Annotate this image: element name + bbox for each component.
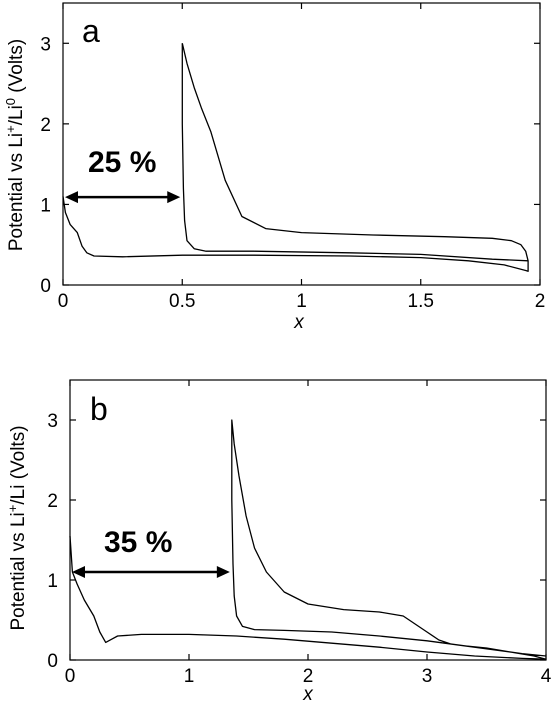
panel-b-y-label-sup1: + bbox=[5, 505, 20, 513]
panel-b-y-label-mid: /Li (Volts) bbox=[8, 425, 29, 504]
panel-b-letter: b bbox=[90, 391, 108, 427]
panel-a-percent-label: 25 % bbox=[88, 146, 156, 179]
panel-a-y-tick-label-2: 2 bbox=[40, 115, 51, 136]
panel-a-x-tick-label-3: 1.5 bbox=[408, 291, 434, 312]
panel-a-curve-1 bbox=[181, 43, 529, 262]
panel-a-y-label-mid: /Li bbox=[6, 105, 27, 125]
panel-a-y-label-suffix: (Volts) bbox=[6, 39, 27, 98]
panel-b-ticks bbox=[69, 380, 547, 661]
panel-b-y-tick-label-1: 1 bbox=[47, 571, 58, 592]
panel-a-x-tick-labels: 0 0.5 1 1.5 2 bbox=[58, 291, 546, 312]
panel-a-x-tick-label-2: 1 bbox=[296, 291, 307, 312]
panel-a-curves bbox=[62, 43, 529, 272]
panel-b-x-axis-label: x bbox=[302, 684, 314, 702]
panel-b-x-tick-labels: 0 1 2 3 4 bbox=[65, 666, 552, 687]
panel-a-y-label-sup2: 0 bbox=[3, 98, 18, 105]
panel-a-y-axis-label: Potential vs Li+/Li0 (Volts) bbox=[3, 39, 28, 251]
panel-a-y-label-sup1: + bbox=[3, 125, 18, 133]
panel-b-y-label-prefix: Potential vs Li bbox=[8, 512, 29, 630]
panel-a: a 0 0.5 1 1.5 2 0 1 2 3 25 % x Potential vs Li+… bbox=[3, 2, 546, 333]
panel-a-x-tick-label-4: 2 bbox=[535, 291, 546, 312]
panel-b-y-axis-label: Potential vs Li+/Li (Volts) bbox=[5, 425, 30, 630]
panel-b-x-tick-label-0: 0 bbox=[65, 666, 76, 687]
panel-b-annotation: 35 % bbox=[72, 526, 230, 578]
panel-b-x-tick-label-2: 2 bbox=[303, 666, 314, 687]
panel-b-y-tick-label-0: 0 bbox=[47, 651, 58, 672]
panel-a-annotation: 25 % bbox=[65, 146, 181, 204]
panel-a-frame bbox=[62, 2, 541, 286]
panel-b: b 0 1 2 3 4 0 1 2 3 35 % x Potential vs Li+/Li … bbox=[5, 379, 552, 702]
panel-b-percent-label: 35 % bbox=[104, 526, 172, 559]
panel-a-curve-0 bbox=[62, 43, 529, 272]
panel-a-x-axis-label: x bbox=[293, 312, 305, 333]
panel-b-x-tick-label-4: 4 bbox=[541, 666, 552, 687]
panel-a-letter: a bbox=[82, 13, 100, 49]
panel-b-curves bbox=[69, 419, 547, 660]
panel-a-arrow-head-right bbox=[167, 191, 181, 204]
panel-a-y-label-prefix: Potential vs Li bbox=[6, 133, 27, 251]
panel-a-y-tick-label-3: 3 bbox=[40, 34, 51, 55]
panel-b-arrow-head-right bbox=[216, 566, 230, 578]
panel-a-y-tick-label-1: 1 bbox=[40, 195, 51, 216]
panel-b-y-tick-label-2: 2 bbox=[47, 491, 58, 512]
panel-a-x-tick-label-0: 0 bbox=[58, 291, 69, 312]
panel-a-ticks bbox=[62, 3, 541, 286]
panel-a-y-tick-labels: 0 1 2 3 bbox=[40, 34, 51, 297]
panel-b-arrow-head-left bbox=[72, 566, 85, 578]
panel-b-y-tick-label-3: 3 bbox=[47, 411, 58, 432]
panel-b-x-tick-label-3: 3 bbox=[422, 666, 433, 687]
panel-b-curve-1 bbox=[231, 419, 547, 660]
panel-b-x-tick-label-1: 1 bbox=[184, 666, 195, 687]
panel-a-x-tick-label-1: 0.5 bbox=[169, 291, 195, 312]
panel-b-frame bbox=[69, 379, 547, 661]
panel-a-y-tick-label-0: 0 bbox=[40, 276, 51, 297]
panel-b-y-tick-labels: 0 1 2 3 bbox=[47, 411, 58, 672]
panel-a-arrow-head-left bbox=[65, 191, 78, 204]
panel-b-curve-0 bbox=[69, 535, 547, 660]
